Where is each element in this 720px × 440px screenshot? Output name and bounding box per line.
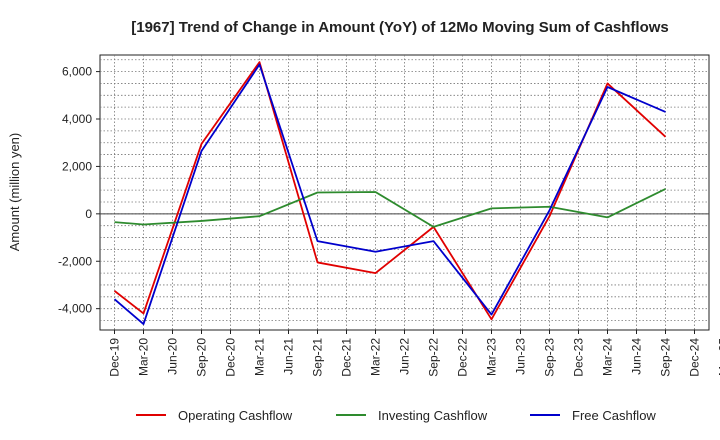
x-tick-label: Dec-23 <box>572 338 586 377</box>
legend: Operating Cashflow Investing Cashflow Free… <box>136 408 656 423</box>
x-tick-label: Jun-23 <box>514 338 528 375</box>
x-tick-label: Mar-24 <box>601 338 615 376</box>
x-tick-label: Jun-24 <box>630 338 644 375</box>
x-tick-label: Mar-25 <box>717 338 720 376</box>
x-tick-label: Dec-19 <box>108 338 122 377</box>
x-tick-label: Mar-22 <box>369 338 383 376</box>
x-tick-label: Mar-21 <box>253 338 267 376</box>
x-axis-ticks: Dec-19 Mar-20 Jun-20 Sep-20 Dec-20 Mar-21 Jun-… <box>108 330 720 377</box>
x-tick-label: Jun-20 <box>166 338 180 375</box>
x-tick-label: Mar-20 <box>137 338 151 376</box>
legend-label-investing-cashflow: Investing Cashflow <box>378 408 488 423</box>
x-tick-label: Dec-24 <box>688 338 702 377</box>
x-tick-label: Sep-22 <box>427 338 441 377</box>
x-tick-label: Sep-20 <box>195 338 209 377</box>
operating-cashflow-line <box>113 61 667 321</box>
y-tick-label: -2,000 <box>58 254 92 268</box>
y-tick-label: 0 <box>85 207 92 221</box>
y-axis-ticks: 6,000 4,000 2,000 0 -2,000 -4,000 <box>58 65 100 316</box>
x-tick-label: Dec-21 <box>340 338 354 377</box>
investing-cashflow-line <box>114 188 666 228</box>
legend-label-operating-cashflow: Operating Cashflow <box>178 408 293 423</box>
chart-title: [1967] Trend of Change in Amount (YoY) o… <box>131 19 669 36</box>
y-tick-label: 4,000 <box>62 112 92 126</box>
y-tick-label: 6,000 <box>62 65 92 79</box>
x-tick-label: Sep-21 <box>311 338 325 377</box>
x-tick-label: Dec-20 <box>224 338 238 377</box>
series-lines <box>113 61 667 325</box>
x-tick-label: Jun-21 <box>282 338 296 375</box>
gridlines <box>100 55 709 330</box>
free-cashflow-line <box>113 63 666 325</box>
y-axis-label: Amount (million yen) <box>7 133 22 252</box>
x-tick-label: Mar-23 <box>485 338 499 376</box>
y-tick-label: -4,000 <box>58 302 92 316</box>
x-tick-label: Sep-24 <box>659 338 673 377</box>
x-tick-label: Dec-22 <box>456 338 470 377</box>
x-tick-label: Sep-23 <box>543 338 557 377</box>
legend-label-free-cashflow: Free Cashflow <box>572 408 656 423</box>
y-tick-label: 2,000 <box>62 159 92 173</box>
x-tick-label: Jun-22 <box>398 338 412 375</box>
